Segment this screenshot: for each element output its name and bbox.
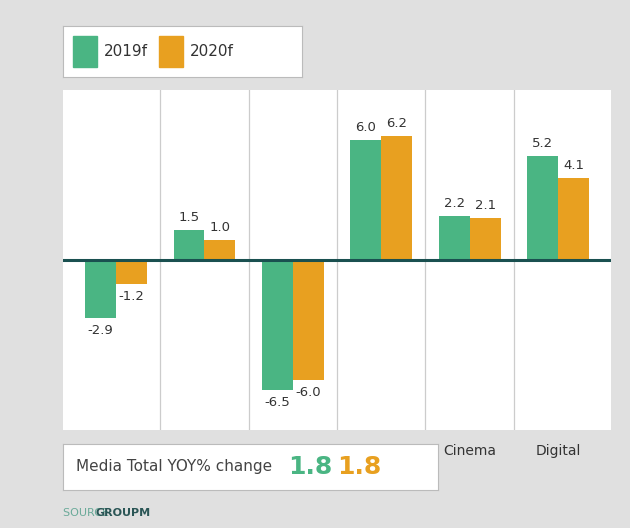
Text: 2019f: 2019f [104,44,147,59]
Bar [159,36,183,67]
Bar [350,140,381,260]
Text: 2020f: 2020f [190,44,234,59]
Bar [173,230,205,260]
Text: SOURCE:: SOURCE: [63,508,116,518]
Bar [438,216,469,260]
Text: -2.9: -2.9 [88,324,113,337]
Text: 4.1: 4.1 [563,159,584,172]
Text: 1.8: 1.8 [289,455,333,479]
Bar [469,218,501,260]
Text: -6.0: -6.0 [295,386,321,399]
Bar [116,260,147,284]
Bar [262,260,293,390]
Text: 2.1: 2.1 [474,200,496,212]
Bar [72,36,96,67]
Text: 1.0: 1.0 [209,221,231,234]
Text: 2.2: 2.2 [444,197,465,210]
Text: GROUPM: GROUPM [96,508,151,518]
Text: 5.2: 5.2 [532,137,553,150]
Bar [558,178,589,260]
Text: Media Total YOY% change: Media Total YOY% change [76,459,272,474]
Text: 1.5: 1.5 [178,211,200,224]
Bar [205,240,236,260]
Bar [293,260,324,380]
Text: 1.8: 1.8 [337,455,381,479]
Bar [381,136,412,260]
Text: 6.2: 6.2 [386,117,407,130]
Bar [85,260,116,318]
Text: -6.5: -6.5 [265,396,290,409]
Text: 6.0: 6.0 [355,121,376,134]
Bar [527,156,558,260]
Text: -1.2: -1.2 [118,290,144,303]
